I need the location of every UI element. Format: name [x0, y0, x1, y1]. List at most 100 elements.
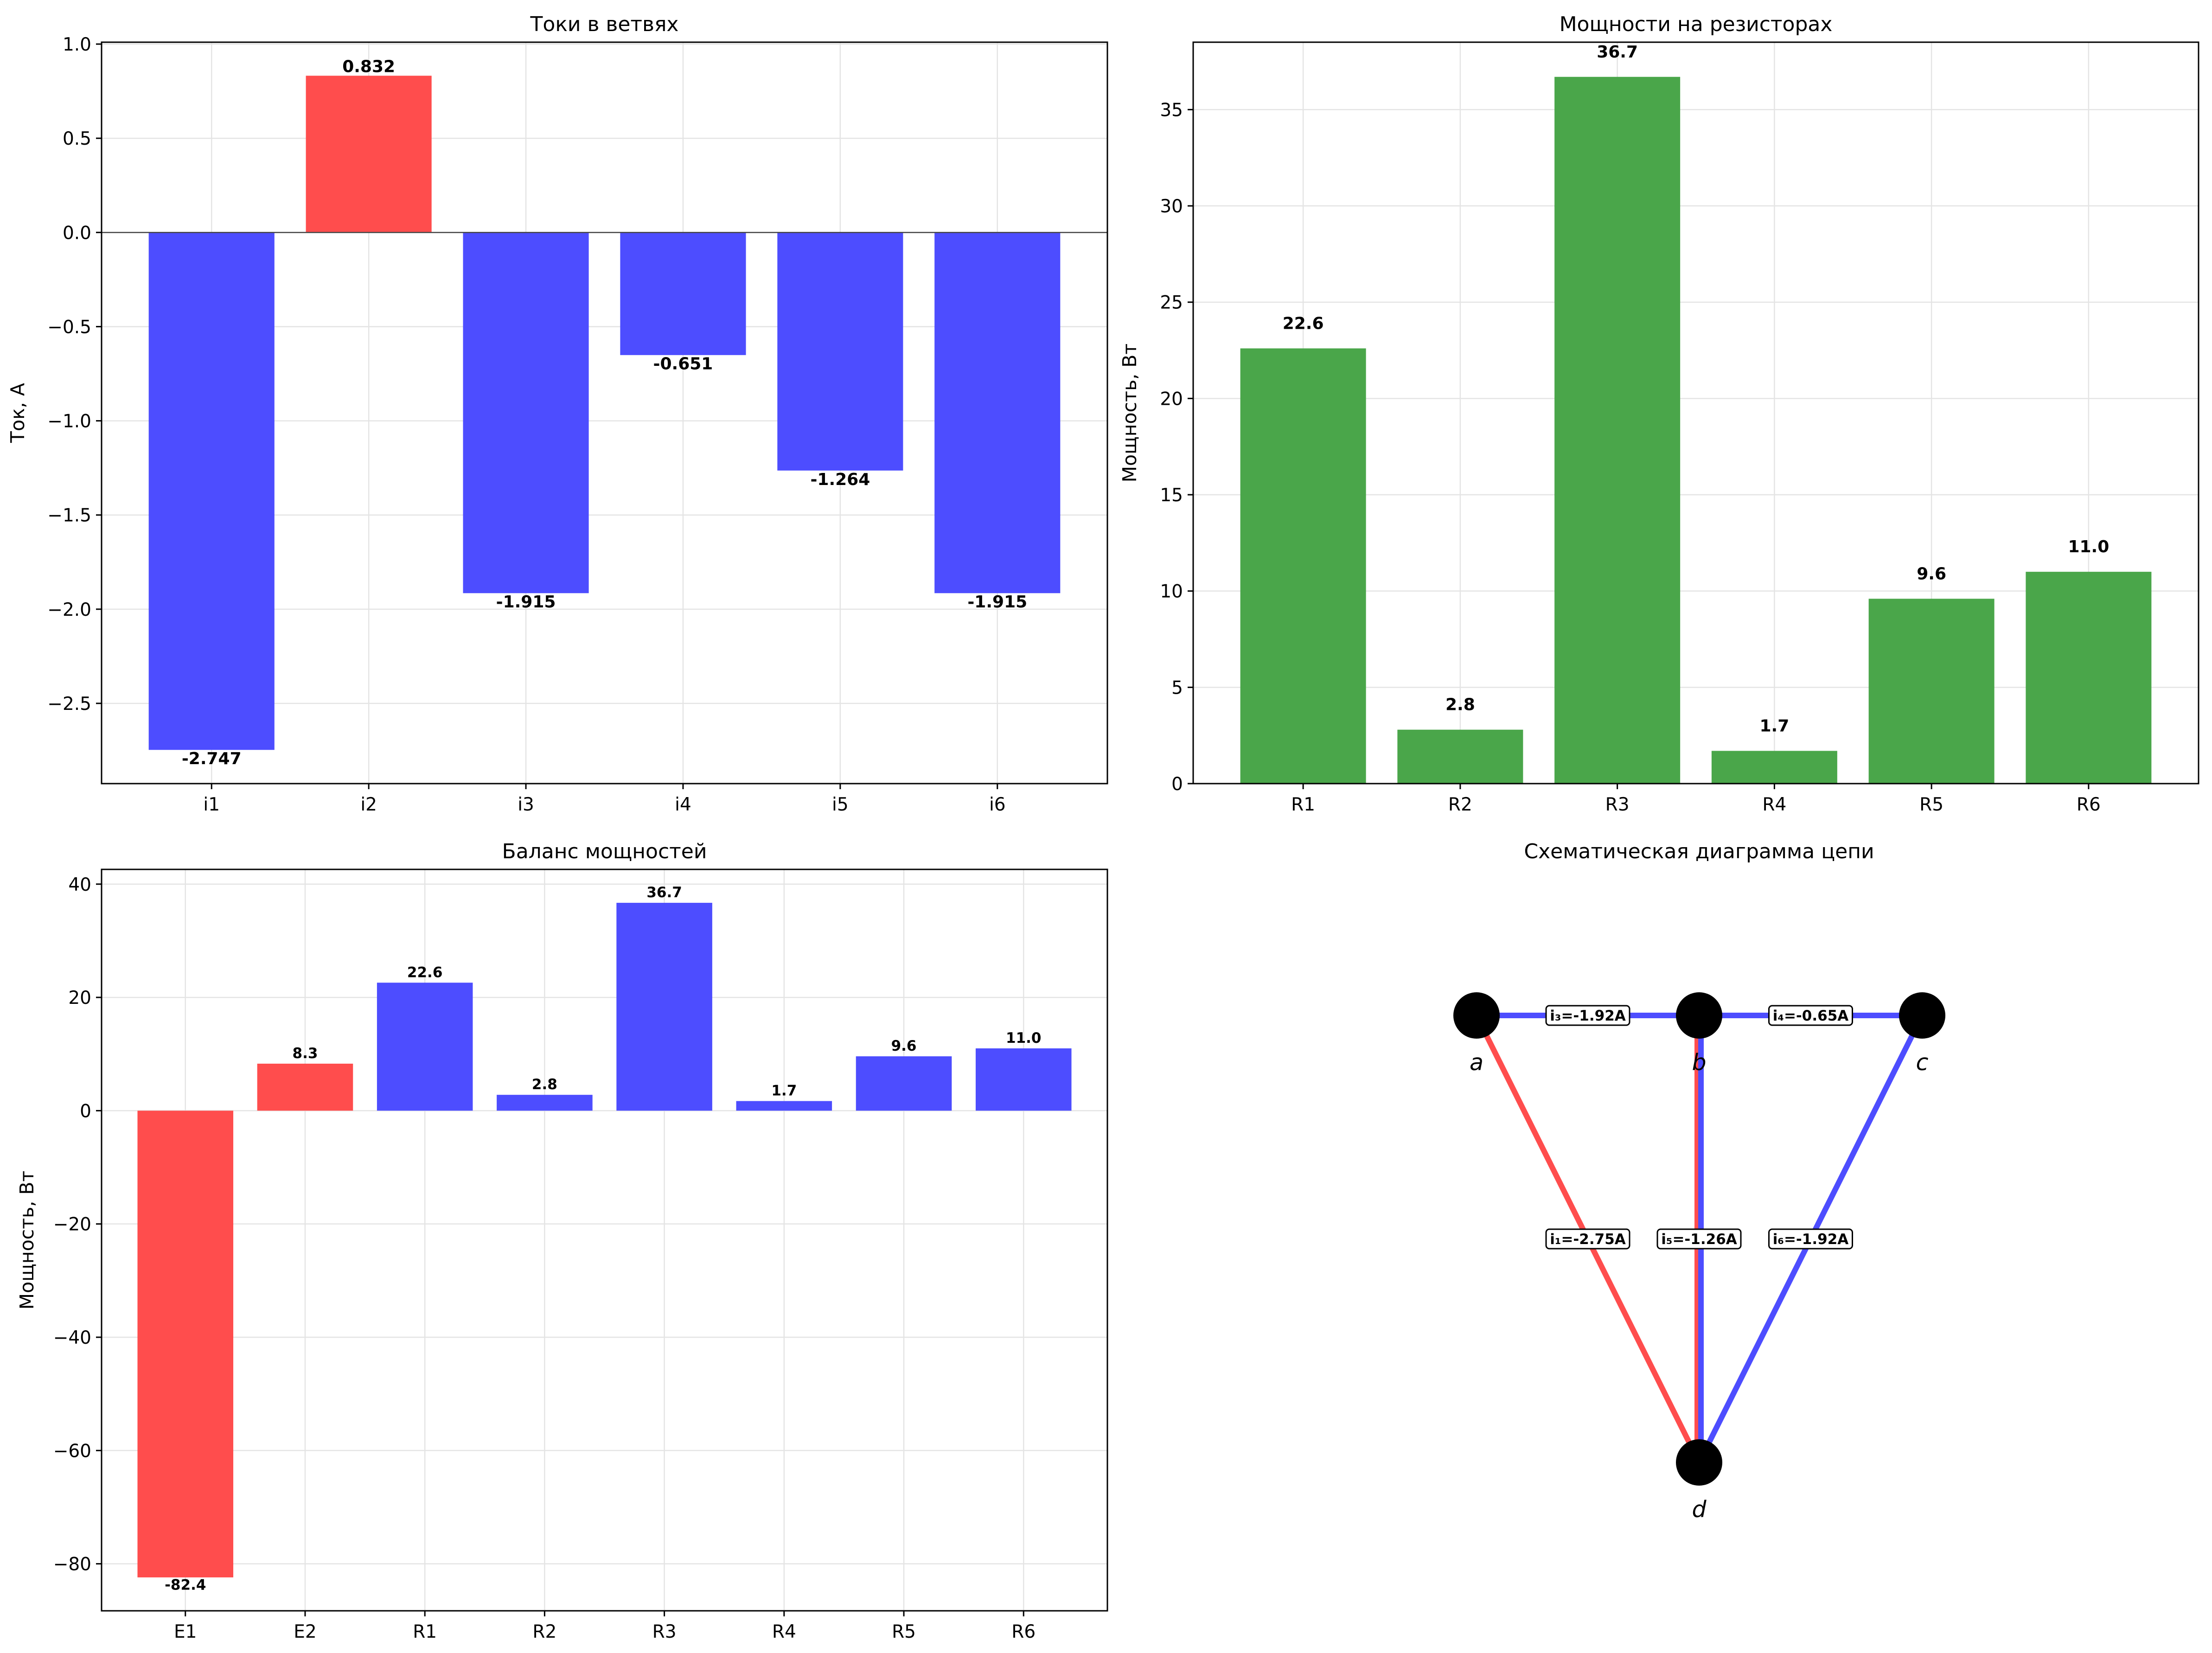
node-d: [1676, 1439, 1722, 1486]
node-label-d: d: [1692, 1496, 1707, 1523]
y-axis-label: Мощность, Вт: [16, 1171, 38, 1310]
y-tick-label: −80: [53, 1554, 91, 1575]
edge-label: i₅=-1.26A: [1661, 1231, 1737, 1248]
data-label: -1.915: [496, 593, 556, 612]
x-tick-label: i3: [518, 794, 534, 815]
bar-R5: [856, 1056, 952, 1111]
bar-R3: [1554, 77, 1681, 784]
y-tick-label: 15: [1160, 485, 1183, 506]
x-tick-label: i4: [675, 794, 691, 815]
data-label: 22.6: [407, 964, 443, 981]
data-label: 11.0: [1006, 1030, 1042, 1047]
data-label: 1.7: [771, 1083, 797, 1099]
edge-label-box: [1545, 1005, 1630, 1026]
bar-R1: [377, 983, 473, 1111]
bar-R2: [1397, 729, 1523, 784]
circuit-diagram: Схематическая диаграмма цепи a b c d i₃=-1.92…: [1453, 840, 1945, 1523]
x-tick-label: R6: [2077, 794, 2101, 815]
data-label: -1.915: [967, 593, 1027, 612]
edge-label-group: i₄=-0.65A: [1768, 1005, 1853, 1026]
chart-title: Баланс мощностей: [502, 840, 707, 863]
data-label: -2.747: [182, 749, 242, 768]
data-label: 1.7: [1759, 716, 1789, 735]
x-tick-label: E2: [294, 1621, 316, 1642]
data-label: 0.832: [342, 57, 395, 76]
branch-currents-chart: -2.747 0.832 -1.915 -0.651 -1.264 -1.915 1.0 0.…: [6, 13, 1108, 815]
x-tick-label: i1: [203, 794, 220, 815]
edge-label-box: [1768, 1228, 1853, 1250]
axes-frame: [101, 868, 1108, 1612]
edge-label-group: i₃=-1.92A: [1545, 1005, 1630, 1026]
axes-frame: [101, 41, 1108, 785]
data-label: -1.264: [810, 470, 870, 489]
y-tick-label: −1.0: [47, 411, 91, 432]
x-tick-label: R5: [892, 1621, 916, 1642]
x-tick-label: R3: [1605, 794, 1630, 815]
y-tick-label: −20: [53, 1214, 91, 1235]
data-label: 8.3: [293, 1045, 318, 1062]
x-tick-label: R1: [413, 1621, 437, 1642]
y-tick-label: −2.5: [47, 694, 91, 715]
y-tick-label: 30: [1160, 196, 1183, 217]
x-tick-label: i6: [989, 794, 1006, 815]
y-tick-label: −2.0: [47, 600, 91, 620]
data-label: 2.8: [1445, 696, 1475, 715]
x-tick-label: R4: [1762, 794, 1786, 815]
y-tick-label: 35: [1160, 100, 1183, 121]
y-tick-label: −1.5: [47, 505, 91, 526]
diagram-title: Схематическая диаграмма цепи: [1524, 840, 1874, 863]
data-label: 9.6: [891, 1038, 917, 1054]
edge-label: i₆=-1.92A: [1773, 1231, 1849, 1248]
node-label-c: c: [1916, 1049, 1929, 1076]
data-label: 36.7: [646, 884, 682, 901]
edge-label: i₃=-1.92A: [1550, 1008, 1626, 1024]
bar-E1: [137, 1111, 234, 1577]
bar-i5: [777, 232, 903, 471]
node-label-a: a: [1470, 1049, 1483, 1076]
bar-R6: [2026, 572, 2152, 784]
bar-R3: [616, 903, 712, 1111]
x-tick-label: R1: [1291, 794, 1315, 815]
bar-E2: [257, 1063, 353, 1111]
y-tick-label: 0.5: [63, 128, 91, 149]
node-b: [1676, 992, 1722, 1039]
bar-i3: [463, 232, 589, 594]
x-tick-label: i2: [360, 794, 377, 815]
bar-R6: [975, 1048, 1072, 1111]
x-tick-label: R4: [772, 1621, 796, 1642]
edge-label-group: i₁=-2.75A: [1545, 1228, 1630, 1250]
edge-label: i₁=-2.75A: [1550, 1231, 1626, 1248]
edge-label-group: i₆=-1.92A: [1768, 1228, 1853, 1250]
y-tick-label: 0: [1171, 774, 1183, 795]
y-tick-label: −60: [53, 1441, 91, 1462]
data-label: 36.7: [1597, 43, 1638, 62]
bar-R4: [1711, 751, 1837, 784]
data-label: -82.4: [165, 1577, 206, 1594]
y-tick-label: 0.0: [63, 223, 91, 243]
bar-i2: [306, 76, 432, 233]
edge-label-box: [1656, 1228, 1742, 1250]
y-tick-label: 1.0: [63, 34, 91, 55]
x-tick-label: R3: [652, 1621, 677, 1642]
bar-i6: [934, 232, 1061, 594]
node-label-b: b: [1692, 1049, 1706, 1076]
bar-i4: [620, 232, 746, 355]
y-axis-label: Мощность, Вт: [1119, 344, 1141, 483]
y-tick-label: 40: [68, 874, 91, 895]
axes-frame: [1192, 41, 2199, 785]
y-tick-label: 20: [1160, 389, 1183, 409]
x-tick-label: E1: [174, 1621, 197, 1642]
y-tick-label: 25: [1160, 293, 1183, 313]
edge-label-box: [1545, 1228, 1630, 1250]
x-tick-label: i5: [832, 794, 849, 815]
node-a: [1453, 992, 1500, 1039]
chart-title: Мощности на резисторах: [1560, 13, 1833, 36]
x-tick-label: R6: [1011, 1621, 1036, 1642]
x-tick-label: R5: [1919, 794, 1943, 815]
edge-label: i₄=-0.65A: [1773, 1008, 1849, 1024]
bar-R5: [1868, 599, 1995, 784]
data-label: 11.0: [2068, 537, 2109, 556]
data-label: 2.8: [532, 1076, 557, 1093]
data-label: 9.6: [1917, 564, 1946, 583]
chart-title: Токи в ветвях: [530, 13, 679, 36]
